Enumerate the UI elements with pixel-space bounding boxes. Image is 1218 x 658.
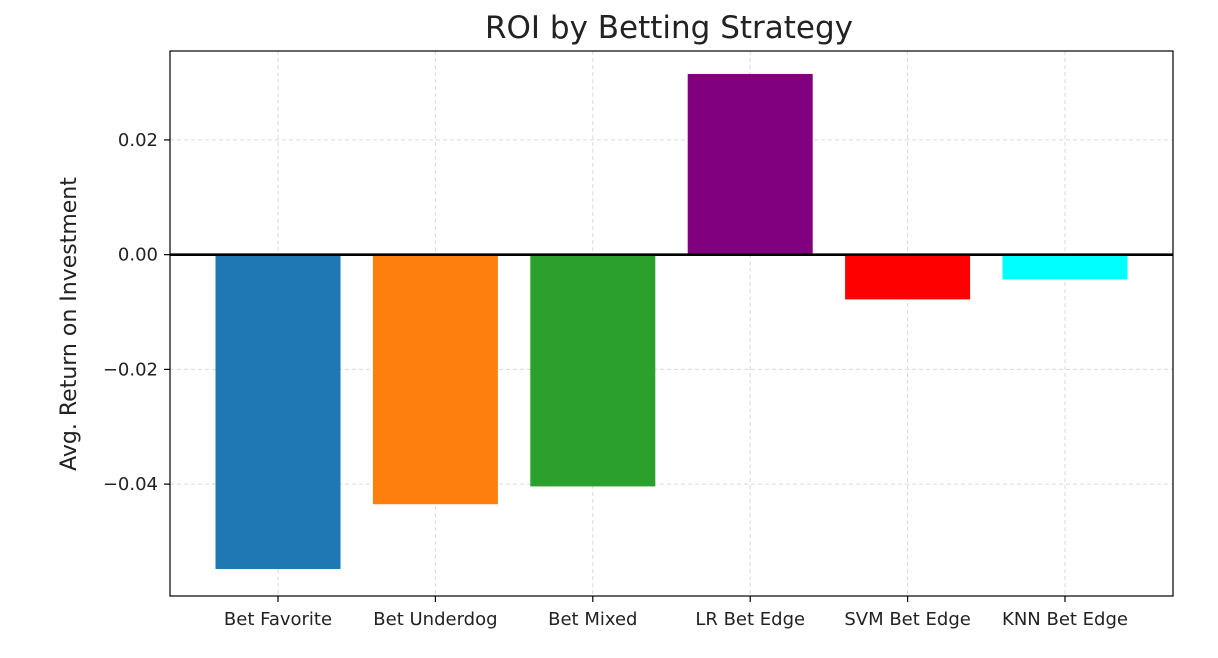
x-tick-label: SVM Bet Edge	[844, 609, 971, 630]
y-tick-label: 0.02	[118, 130, 158, 151]
x-tick-label: KNN Bet Edge	[1002, 609, 1128, 630]
chart-title: ROI by Betting Strategy	[485, 10, 853, 46]
plot-frame	[169, 50, 1174, 597]
x-axis-ticks: Bet Favorite Bet Underdog Bet Mixed LR Bet …	[224, 596, 1128, 630]
bar-lr-bet-edge	[687, 73, 813, 255]
bar-bet-underdog	[372, 254, 498, 505]
y-tick-label: −0.04	[103, 474, 158, 495]
bar-bet-favorite	[215, 254, 341, 570]
bar-knn-bet-edge	[1002, 254, 1128, 280]
y-tick-label: −0.02	[103, 359, 158, 380]
bars	[215, 73, 1128, 570]
bar-bet-mixed	[530, 254, 656, 487]
x-tick-label: Bet Favorite	[224, 609, 332, 630]
x-tick-label: Bet Underdog	[373, 609, 497, 630]
x-tick-label: Bet Mixed	[548, 609, 637, 630]
y-axis-ticks: 0.02 0.00 −0.02 −0.04	[103, 130, 170, 495]
bar-svm-bet-edge	[845, 254, 971, 300]
y-axis-title: Avg. Return on Investment	[57, 177, 82, 471]
y-tick-label: 0.00	[118, 245, 158, 266]
x-tick-label: LR Bet Edge	[695, 609, 805, 630]
